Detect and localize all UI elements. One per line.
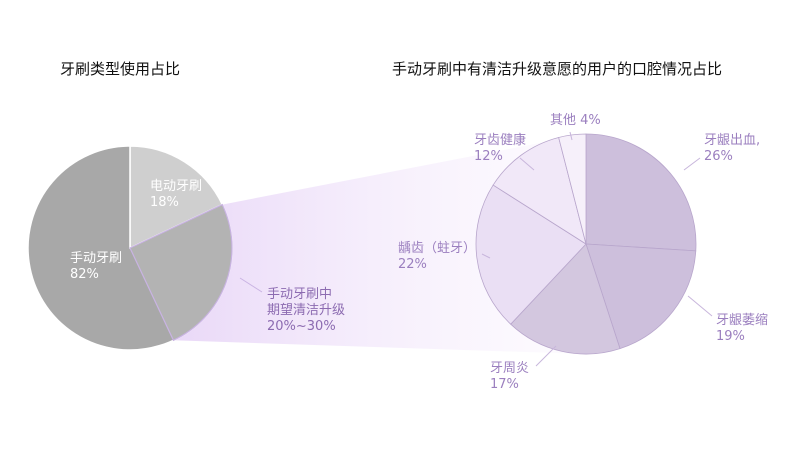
right-pie-label-3-line-1: 22% bbox=[398, 257, 427, 272]
right-pie-label-0-line-0: 牙龈出血, bbox=[704, 133, 760, 148]
right-pie-slice-1 bbox=[585, 243, 697, 350]
right-pie-label-3-line-0: 龋齿（蛀牙） bbox=[398, 240, 476, 256]
right-pie-leader-1 bbox=[687, 295, 713, 317]
right-pie-leader-5 bbox=[569, 131, 573, 141]
left-pie-slice-0 bbox=[129, 145, 224, 250]
right-pie bbox=[475, 133, 697, 355]
left-pie-label-1-line-0: 手动牙刷 bbox=[70, 251, 122, 266]
right-pie-slice-5 bbox=[558, 133, 587, 245]
right-pie-label-1-line-0: 牙龈萎缩 bbox=[716, 312, 768, 328]
upgrade-note-line-0: 手动牙刷中 bbox=[267, 287, 332, 302]
right-pie-label-5: 其他 4% bbox=[550, 113, 601, 128]
right-pie-label-3: 龋齿（蛀牙） 22% bbox=[398, 240, 476, 272]
zoom-connector bbox=[173, 134, 586, 354]
right-pie-leader-4 bbox=[519, 157, 535, 171]
right-pie-leader-0 bbox=[683, 157, 701, 171]
right-pie-label-0-line-1: 26% bbox=[704, 149, 733, 164]
right-pie-label-4-line-0: 牙齿健康 bbox=[474, 132, 526, 148]
right-pie-slice-3 bbox=[475, 184, 587, 325]
right-pie-slice-4 bbox=[492, 136, 587, 245]
right-pie-label-2-line-1: 17% bbox=[490, 377, 519, 392]
right-pie-label-4-line-1: 12% bbox=[474, 149, 503, 164]
right-pie-label-4: 牙齿健康 12% bbox=[474, 132, 526, 164]
right-pie-label-5-line-0: 其他 4% bbox=[550, 113, 601, 128]
right-chart-title: 手动牙刷中有清洁升级意愿的用户的口腔情况占比 bbox=[392, 60, 723, 78]
left-pie-label-0-line-0: 电动牙刷 bbox=[150, 179, 202, 194]
right-pie-slice-2 bbox=[510, 243, 621, 355]
left-pie-label-0: 电动牙刷 18% bbox=[150, 179, 202, 210]
right-pie-leader-2 bbox=[535, 345, 557, 367]
left-pie-label-1-line-1: 82% bbox=[70, 267, 99, 282]
right-pie-label-1-line-1: 19% bbox=[716, 329, 745, 344]
left-chart-title: 牙刷类型使用占比 bbox=[60, 60, 181, 78]
right-pie-label-2-line-0: 牙周炎 bbox=[490, 361, 529, 376]
upgrade-note-line-2: 20%~30% bbox=[267, 319, 336, 334]
right-pie-label-2: 牙周炎 17% bbox=[490, 361, 529, 392]
upgrade-note-line-1: 期望清洁升级 bbox=[267, 302, 345, 318]
right-pie-leader-3 bbox=[481, 253, 491, 259]
left-pie-label-0-line-1: 18% bbox=[150, 195, 179, 210]
connector-layer bbox=[173, 134, 586, 354]
upgrade-wedge bbox=[129, 203, 233, 342]
right-pie-slice-0 bbox=[585, 133, 697, 252]
upgrade-note: 手动牙刷中期望清洁升级 20%~30% bbox=[267, 287, 345, 334]
right-pie-label-0: 牙龈出血, 26% bbox=[704, 133, 760, 164]
left-pie-label-1: 手动牙刷 82% bbox=[70, 251, 122, 282]
right-pie-label-1: 牙龈萎缩 19% bbox=[716, 312, 768, 344]
left-pie bbox=[27, 145, 233, 351]
label-layer: 电动牙刷 18% 手动牙刷 82% 手动牙刷中期望清洁升级 20%~30% 牙龈出血, 26%… bbox=[70, 113, 768, 392]
upgrade-note-leader bbox=[239, 277, 263, 293]
